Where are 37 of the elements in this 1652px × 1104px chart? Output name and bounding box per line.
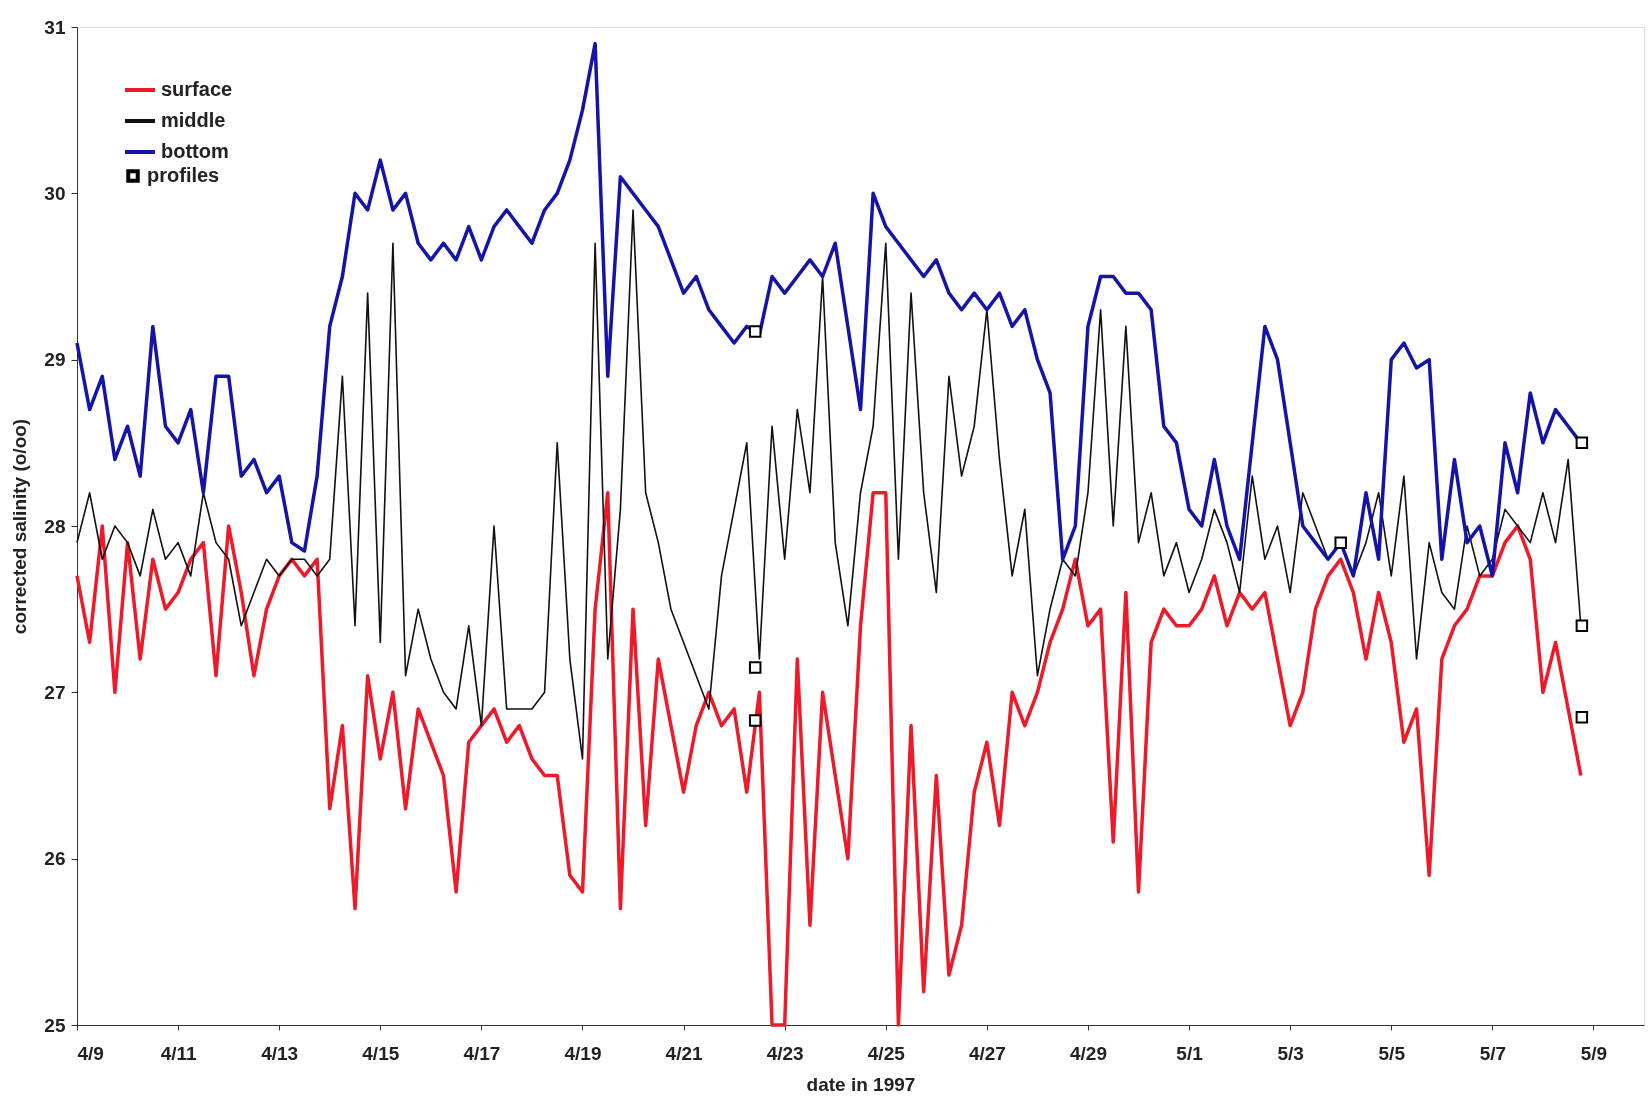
x-tick-label: 5/3 [1277,1042,1304,1064]
x-tick-label: 4/15 [362,1042,400,1064]
y-axis-title: corrected salinity (o/oo) [9,418,31,635]
point [748,714,762,727]
x-tick-label: 5/1 [1176,1042,1204,1064]
point [1575,436,1589,450]
y-tick-label: 26 [44,848,66,870]
y-tick-label: 25 [44,1014,66,1036]
x-tick-label: 4/9 [77,1042,104,1064]
legend-label: middle [161,109,226,131]
y-tick-label: 29 [44,349,66,371]
x-tick-label: 4/11 [160,1042,197,1064]
x-tick-label: 5/7 [1479,1042,1507,1064]
y-tick-label: 30 [44,182,66,204]
y-tick-label: 31 [44,16,66,38]
x-tick-label: 4/23 [766,1042,804,1064]
point [748,325,762,338]
x-tick-label: 4/19 [564,1042,602,1064]
x-tick-label: 4/25 [867,1042,906,1064]
x-axis-title: date in 1997 [806,1073,916,1095]
x-tick-label: 4/27 [968,1042,1006,1064]
x-tick-label: 5/9 [1580,1042,1608,1064]
y-tick-label: 28 [44,515,66,537]
point [1575,619,1589,633]
legend-label: profiles [147,164,220,186]
y-tick-label: 27 [44,681,66,703]
line-series [75,490,1583,1027]
x-tick-label: 4/29 [1069,1042,1107,1064]
point [748,661,762,674]
x-tick-label: 4/17 [463,1042,501,1064]
x-tick-label: 5/5 [1378,1042,1406,1064]
point [1334,536,1347,549]
x-tick-label: 4/21 [665,1042,703,1064]
point [1575,711,1589,724]
legend-label: surface [161,78,233,100]
x-tick-label: 4/13 [261,1042,299,1064]
legend-label: bottom [161,140,229,162]
